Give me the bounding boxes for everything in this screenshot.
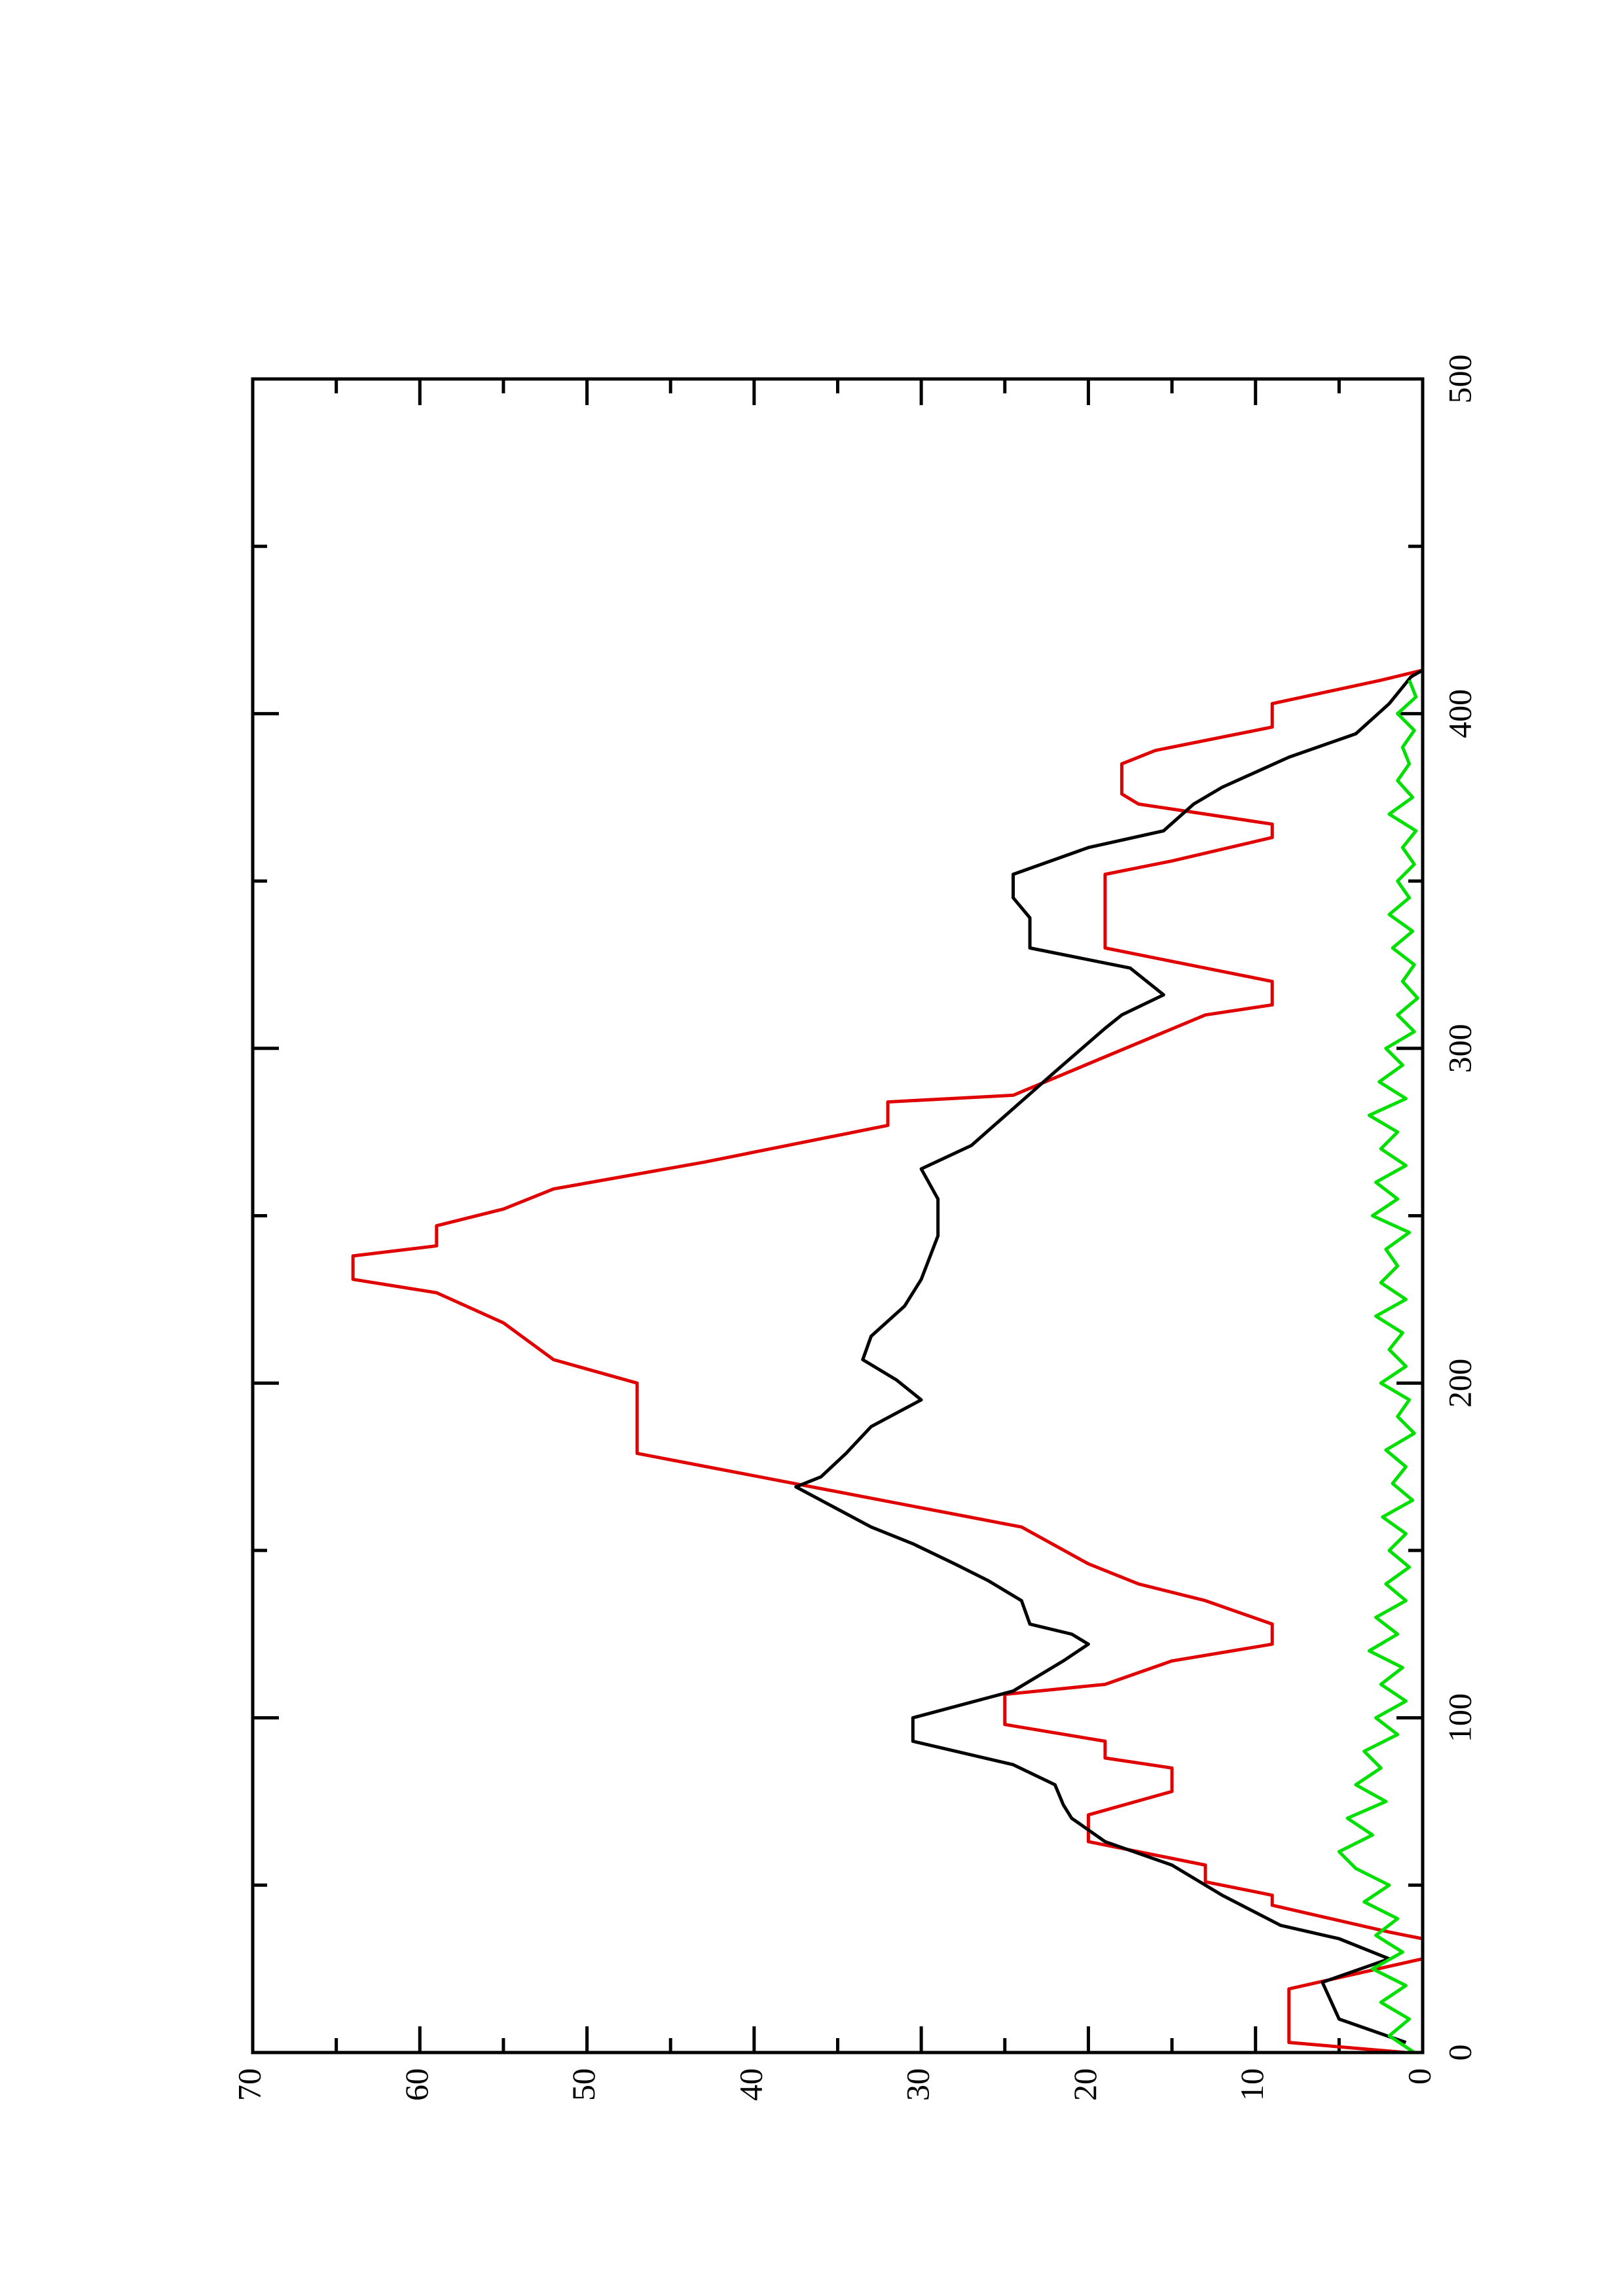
y-tick-label: 20 xyxy=(1067,2068,1103,2101)
x-tick-label: 300 xyxy=(1441,1024,1478,1073)
y-tick-label: 0 xyxy=(1400,2068,1437,2085)
x-tick-label: 500 xyxy=(1441,355,1478,404)
y-tick-label: 70 xyxy=(230,2068,267,2101)
y-tick-label: 50 xyxy=(565,2068,602,2101)
series-line xyxy=(794,668,1424,2045)
x-tick-label: 200 xyxy=(1441,1359,1478,1408)
plot-frame xyxy=(251,377,1425,2054)
y-tick-label: 10 xyxy=(1233,2068,1270,2101)
series-line xyxy=(351,668,1425,2054)
y-tick-label: 30 xyxy=(900,2068,936,2101)
x-tick-label: 400 xyxy=(1441,689,1478,738)
x-tick-label: 0 xyxy=(1441,2045,1478,2061)
x-tick-label: 100 xyxy=(1441,1693,1478,1742)
plot-area: 0 100 200 300 400 500 0 10 20 30 40 50 60 70 xyxy=(230,355,1478,2102)
series-line xyxy=(1337,679,1419,2054)
y-tick-label: 40 xyxy=(732,2068,769,2101)
y-tick-label: 60 xyxy=(398,2068,435,2101)
